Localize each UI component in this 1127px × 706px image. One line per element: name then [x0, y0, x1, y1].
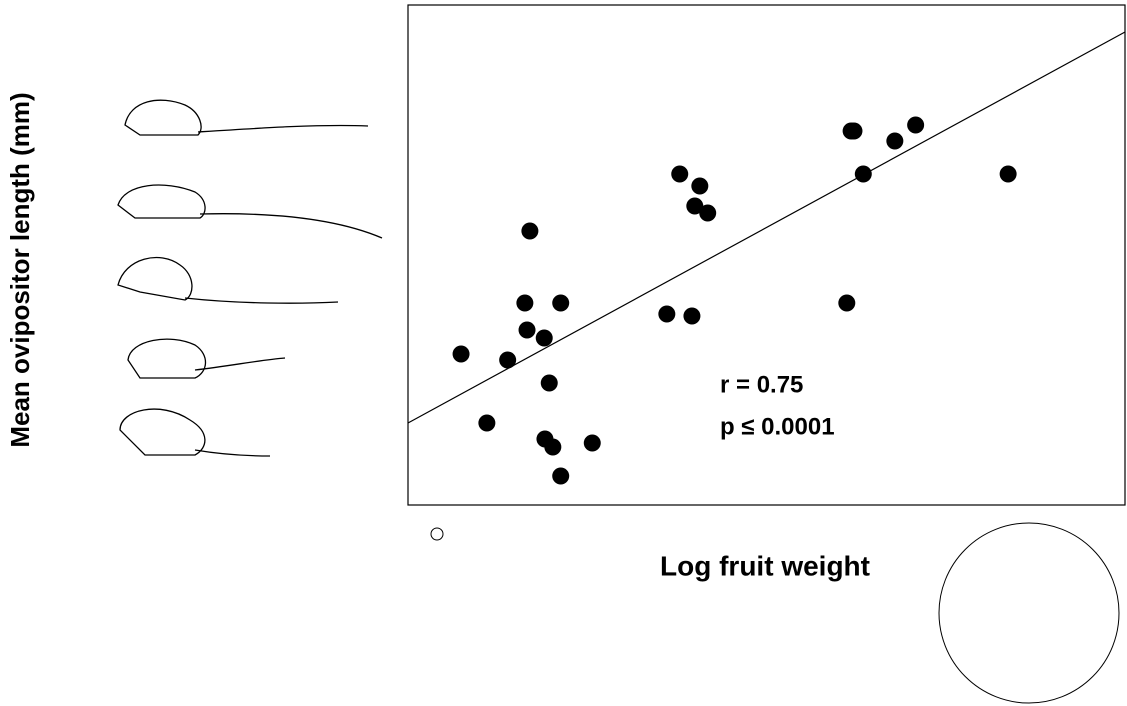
data-point [671, 165, 689, 183]
data-point [658, 305, 676, 323]
data-point [699, 204, 717, 222]
data-point [452, 345, 470, 363]
data-point [583, 434, 601, 452]
data-point [691, 177, 709, 195]
trend-line [407, 31, 1126, 424]
data-point [845, 122, 863, 140]
data-point [552, 467, 570, 485]
data-point [521, 222, 539, 240]
data-point [686, 197, 704, 215]
data-point [544, 438, 562, 456]
y-axis-label: Mean ovipositor length (mm) [5, 92, 35, 447]
insect-drawings [117, 99, 383, 457]
data-point [854, 165, 872, 183]
data-point [886, 132, 904, 150]
data-point [499, 351, 517, 369]
annotation: p ≤ 0.0001 [720, 413, 835, 440]
data-point [518, 321, 536, 339]
data-point [552, 294, 570, 312]
data-point [999, 165, 1017, 183]
data-point [838, 294, 856, 312]
plot-frame [407, 4, 1126, 506]
data-point [535, 329, 553, 347]
data-point [683, 307, 701, 325]
data-point [478, 414, 496, 432]
data-point [907, 116, 925, 134]
large-circle [938, 522, 1120, 704]
data-point [516, 294, 534, 312]
small-circle [430, 527, 444, 541]
annotation: r = 0.75 [720, 371, 803, 398]
x-axis-label: Log fruit weight [660, 550, 870, 581]
data-point [540, 374, 558, 392]
